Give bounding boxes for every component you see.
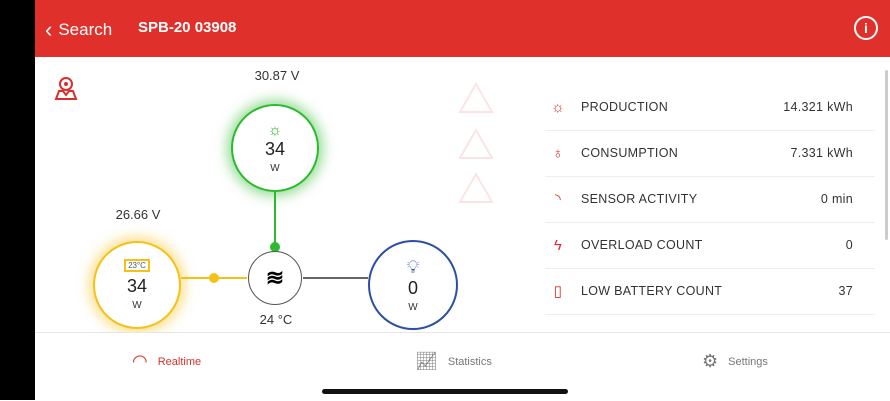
back-label: Search xyxy=(58,20,113,39)
load-node[interactable]: 💡︎ 0 W xyxy=(368,240,458,330)
sun-icon: ☼ xyxy=(550,98,566,116)
tab-label: Statistics xyxy=(447,355,492,368)
stat-label: SENSOR ACTIVITY xyxy=(581,192,698,206)
stat-row-consumption: ♁ CONSUMPTION 7.331 kWh xyxy=(545,130,875,177)
solar-unit: W xyxy=(270,162,280,174)
tab-realtime[interactable]: ◠ Realtime xyxy=(132,351,201,372)
battery-temp: 23°C xyxy=(124,259,150,272)
tab-label: Realtime xyxy=(157,355,202,368)
stat-label: CONSUMPTION xyxy=(581,146,679,160)
tab-statistics[interactable]: 📈︎ Statistics xyxy=(415,351,492,372)
warning-icon xyxy=(458,172,494,203)
map-pin-icon[interactable] xyxy=(54,75,78,101)
stat-label: PRODUCTION xyxy=(581,100,669,114)
flow-lines xyxy=(181,192,368,283)
inverter-temp: 24 °C xyxy=(259,312,293,327)
back-button[interactable]: ‹ Search xyxy=(45,17,112,43)
load-unit: W xyxy=(408,302,418,313)
left-bezel xyxy=(0,0,35,400)
stat-value: 0 min xyxy=(820,192,853,206)
gauge-icon: ◠ xyxy=(132,351,148,371)
bolt-icon: ϟ xyxy=(553,236,563,254)
battery-node[interactable]: 23°C 34 W xyxy=(93,241,181,329)
tab-bar: ◠ Realtime 📈︎ Statistics ⚙ Settings xyxy=(35,332,890,401)
signal-icon: ◝ xyxy=(554,191,562,208)
info-icon[interactable]: i xyxy=(854,16,878,40)
battery-voltage: 26.66 V xyxy=(115,207,161,222)
load-power: 0 xyxy=(407,278,418,298)
home-indicator[interactable] xyxy=(322,389,568,394)
gear-icon: ⚙ xyxy=(702,351,719,371)
stat-value: 7.331 kWh xyxy=(790,146,853,160)
stat-label: OVERLOAD COUNT xyxy=(581,238,703,252)
tab-settings[interactable]: ⚙ Settings xyxy=(702,351,768,372)
warning-icon xyxy=(458,82,494,113)
stat-label: LOW BATTERY COUNT xyxy=(581,284,723,298)
stat-value: 14.321 kWh xyxy=(783,100,853,114)
battery-icon: ▯ xyxy=(553,283,563,300)
solar-node[interactable]: ☼ 34 W xyxy=(231,104,319,192)
bulb-icon: ♁ xyxy=(552,144,564,162)
stat-row-low-battery: ▯ LOW BATTERY COUNT 37 xyxy=(545,268,875,315)
stat-row-sensor-activity: ◝ SENSOR ACTIVITY 0 min xyxy=(545,176,875,223)
battery-power: 34 xyxy=(126,276,148,296)
solar-voltage: 30.87 V xyxy=(254,68,300,83)
header: ‹ Search SPB-20 03908 i xyxy=(35,0,890,57)
chevron-left-icon: ‹ xyxy=(45,17,53,42)
scrollbar[interactable] xyxy=(885,70,888,240)
battery-unit: W xyxy=(132,300,142,311)
page-title: SPB-20 03908 xyxy=(138,19,237,36)
warning-icon xyxy=(458,128,494,159)
solar-power: 34 xyxy=(264,138,286,159)
stat-value: 0 xyxy=(845,238,853,252)
tab-label: Settings xyxy=(728,355,768,368)
bulb-icon: 💡︎ xyxy=(406,257,420,277)
stat-row-production: ☼ PRODUCTION 14.321 kWh xyxy=(545,84,875,131)
inverter-node[interactable]: ≋ xyxy=(248,251,302,305)
stat-row-overload: ϟ OVERLOAD COUNT 0 xyxy=(545,222,875,269)
waves-icon: ≋ xyxy=(265,265,285,290)
stat-value: 37 xyxy=(838,284,853,298)
chart-icon: 📈︎ xyxy=(415,351,438,371)
solar-panel-icon: ☼ xyxy=(267,121,283,139)
